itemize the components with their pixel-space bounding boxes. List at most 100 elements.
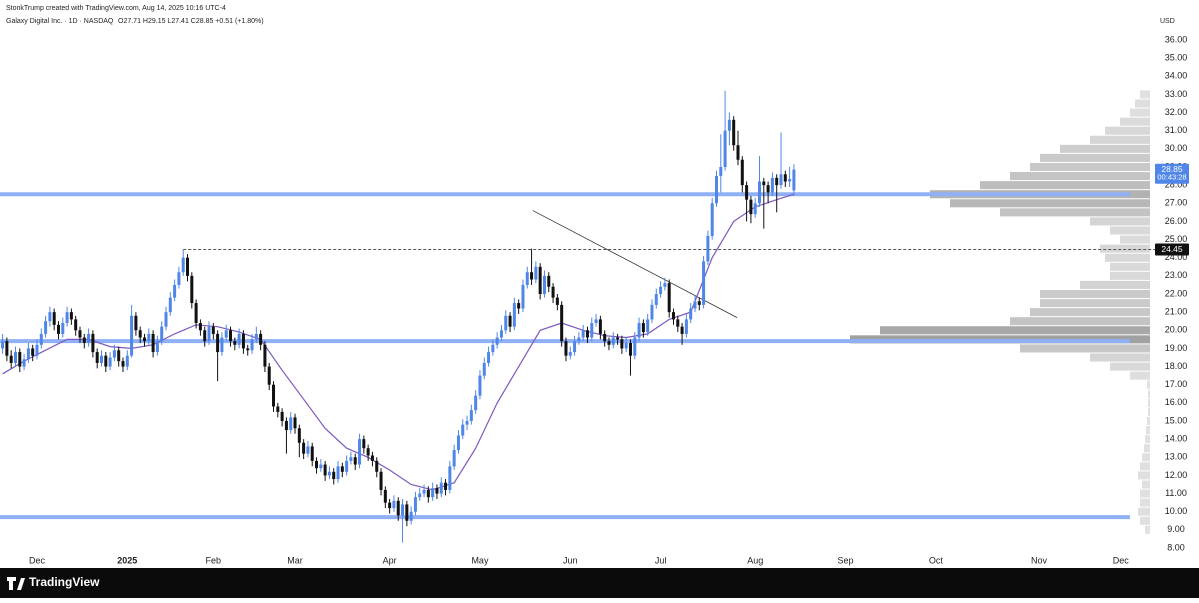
volume-profile-bar <box>1120 235 1150 244</box>
last-price-tag <box>1155 163 1189 184</box>
volume-profile-bar <box>1010 172 1150 181</box>
background <box>0 0 1199 568</box>
volume-profile-bar <box>1130 108 1150 117</box>
candle-body <box>9 355 13 363</box>
candle-body <box>293 417 297 429</box>
candle-body <box>388 502 392 509</box>
logo: TradingView <box>7 575 100 590</box>
candle-body <box>684 319 688 334</box>
candle-body <box>392 500 396 509</box>
candle-body <box>714 176 718 204</box>
volume-profile-bar <box>1110 262 1150 271</box>
candle-body <box>177 272 181 285</box>
candle-body <box>379 471 383 490</box>
x-tick-label: May <box>471 555 489 565</box>
candle-body <box>284 421 288 431</box>
y-tick-label: 9.00 <box>1167 524 1185 534</box>
candle-body <box>663 283 667 287</box>
candle-body <box>568 352 572 356</box>
candle-body <box>130 315 134 356</box>
candle-body <box>499 330 503 338</box>
volume-profile-bar <box>1130 371 1150 380</box>
candle-body <box>155 341 159 353</box>
volume-profile-bar <box>1140 90 1150 99</box>
candle-body <box>611 337 615 345</box>
candle-body <box>306 446 310 454</box>
candle-body <box>280 411 284 421</box>
candle-body <box>762 181 766 186</box>
level-price-label: 24.45 <box>1161 244 1183 254</box>
candle-body <box>495 337 499 345</box>
candle-body <box>482 362 486 376</box>
volume-profile-bar <box>1147 380 1150 389</box>
volume-profile-bar <box>1105 126 1150 135</box>
y-tick-label: 15.00 <box>1165 415 1188 425</box>
candle-body <box>327 471 331 476</box>
candle-body <box>310 446 314 461</box>
candle-body <box>487 352 491 363</box>
candle-body <box>667 283 671 313</box>
candle-body <box>431 488 435 498</box>
candle-body <box>590 323 594 338</box>
volume-profile-bar <box>1000 208 1150 217</box>
candle-body <box>594 319 598 324</box>
candle-body <box>125 355 129 367</box>
candle-body <box>181 257 185 273</box>
candle-body <box>585 330 589 338</box>
x-tick-label: Nov <box>1031 555 1048 565</box>
x-tick-label: Dec <box>29 555 46 565</box>
candle-body <box>39 333 43 345</box>
candle-body <box>366 448 370 456</box>
candle-body <box>538 266 542 294</box>
candle-body <box>413 497 417 512</box>
y-tick-label: 24.00 <box>1165 252 1188 262</box>
candle-body <box>164 312 168 327</box>
candle-body <box>792 169 796 191</box>
candle-body <box>302 442 306 454</box>
y-tick-label: 25.00 <box>1165 234 1188 244</box>
volume-profile-bar <box>1120 117 1150 126</box>
volume-profile-bar <box>1110 362 1150 371</box>
candle-body <box>5 341 9 356</box>
candle-body <box>547 275 551 287</box>
candle-body <box>624 342 628 349</box>
candle-body <box>340 466 344 472</box>
candle-body <box>332 471 336 480</box>
candle-body <box>401 504 405 516</box>
moving-average <box>2 193 795 491</box>
y-tick-label: 36.00 <box>1165 34 1188 44</box>
candle-body <box>26 348 30 360</box>
candle-body <box>525 272 529 285</box>
candle-body <box>646 319 650 333</box>
candle-body <box>637 323 641 338</box>
candle-body <box>727 119 731 131</box>
footer <box>0 568 1199 598</box>
y-tick-label: 32.00 <box>1165 107 1188 117</box>
symbol-line: Galaxy Digital Inc. · 1D · NASDAQ <box>6 18 114 25</box>
candle-body <box>745 185 749 200</box>
candle-body <box>478 375 482 396</box>
candle-body <box>370 455 374 461</box>
candle-body <box>671 312 675 320</box>
candle-body <box>405 504 409 521</box>
candle-body <box>211 326 215 334</box>
candle-body <box>469 410 473 421</box>
volume-profile-bar <box>1138 507 1150 516</box>
y-tick-label: 13.00 <box>1165 452 1188 462</box>
candle-body <box>78 330 82 338</box>
volume-profile-bar <box>1140 516 1150 525</box>
candle-body <box>233 341 237 345</box>
volume-profile-bar <box>1135 99 1150 108</box>
logo-text: TradingView <box>29 575 100 589</box>
candle-body <box>61 323 65 334</box>
header: StonkTrump created with TradingView.com,… <box>6 5 1175 25</box>
last-price-label: 28.85 <box>1161 164 1183 174</box>
candle-body <box>435 488 439 494</box>
volume-profile-bar <box>1142 480 1150 489</box>
candle-body <box>555 297 559 305</box>
candle-body <box>69 312 73 320</box>
candle-body <box>134 315 138 331</box>
candle-body <box>203 330 207 342</box>
candle-body <box>35 344 39 356</box>
volume-profile-bar <box>1140 498 1150 507</box>
